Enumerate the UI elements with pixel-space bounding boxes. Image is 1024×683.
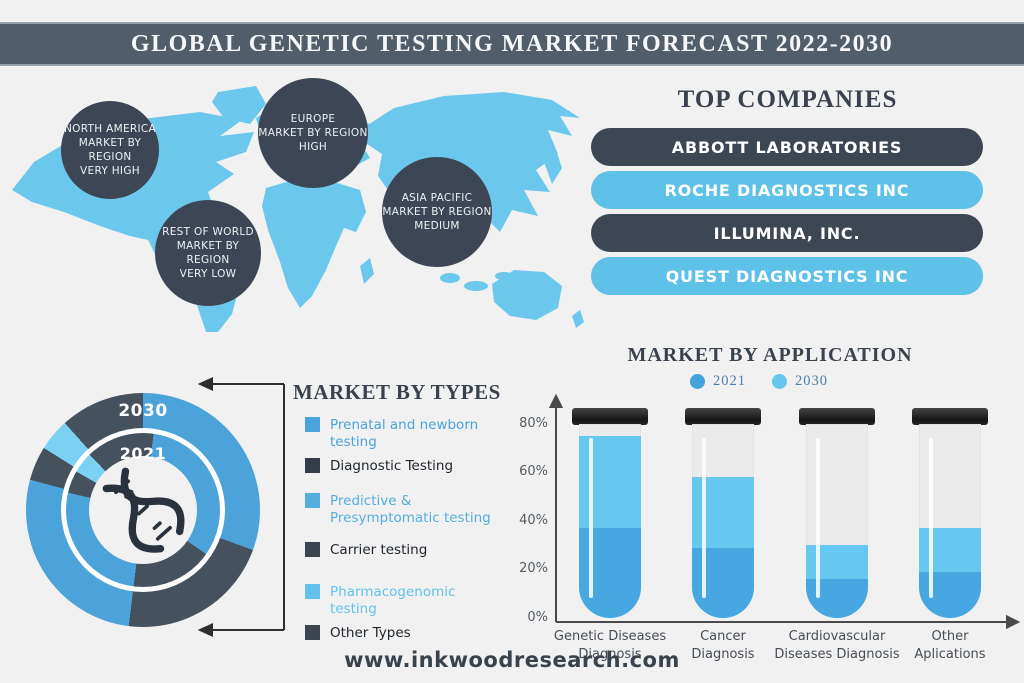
title-banner: GLOBAL GENETIC TESTING MARKET FORECAST 2… bbox=[0, 22, 1024, 66]
category-line: Aplications bbox=[914, 646, 986, 662]
tube-cap bbox=[912, 408, 988, 425]
types-legend-item-predictive: Predictive & Presymptomatic testing bbox=[305, 493, 505, 527]
legend-swatch-prenatal bbox=[305, 417, 320, 432]
application-legend-2030: 2030 bbox=[772, 373, 828, 390]
website-link: www.inkwoodresearch.com bbox=[344, 648, 680, 672]
region-callout-asia-pacific: ASIA PACIFIC MARKET BY REGION MEDIUM bbox=[382, 157, 492, 267]
legend-label: Diagnostic Testing bbox=[330, 458, 454, 474]
category-line: Diagnosis bbox=[691, 646, 755, 662]
tube-glass-highlight bbox=[929, 438, 933, 598]
legend-label: Predictive & Presymptomatic testing bbox=[330, 493, 491, 526]
types-legend-item-diagnostic: Diagnostic Testing bbox=[305, 458, 505, 475]
region-name: REST OF WORLD bbox=[162, 225, 254, 238]
y-tick-0: 0% bbox=[527, 610, 548, 625]
category-line: Other bbox=[931, 629, 969, 644]
region-scope: MARKET BY REGION bbox=[78, 136, 142, 163]
legend-swatch-other bbox=[305, 625, 320, 640]
legend-swatch-carrier bbox=[305, 542, 320, 557]
donut-bracket-arrows bbox=[198, 376, 285, 638]
island-java bbox=[464, 281, 488, 291]
legend-swatch-pharmacogenomic bbox=[305, 584, 320, 599]
tube-glass-highlight bbox=[816, 438, 820, 598]
y-tick-20: 20% bbox=[519, 561, 548, 576]
tube-cap bbox=[685, 408, 761, 425]
tube-other bbox=[919, 424, 981, 618]
legend-dot-2021 bbox=[690, 374, 705, 389]
category-line: Cancer bbox=[700, 629, 746, 644]
island-greenland bbox=[212, 86, 266, 124]
island-madagascar bbox=[360, 258, 374, 284]
tube-glass-highlight bbox=[589, 438, 593, 598]
region-scope: MARKET BY REGION bbox=[176, 239, 240, 266]
y-tick-80: 80% bbox=[519, 416, 548, 431]
types-legend-item-prenatal: Prenatal and newborn testing bbox=[305, 417, 505, 451]
y-tick-40: 40% bbox=[519, 513, 548, 528]
company-pill-roche: ROCHE DIAGNOSTICS INC bbox=[591, 171, 983, 209]
company-pill-quest: QUEST DIAGNOSTICS INC bbox=[591, 257, 983, 295]
island-sumatra bbox=[440, 273, 460, 283]
types-legend-item-carrier: Carrier testing bbox=[305, 542, 505, 559]
legend-label: Pharmacogenomic testing bbox=[330, 584, 456, 617]
tube-cap bbox=[799, 408, 875, 425]
category-line: Diseases Diagnosis bbox=[774, 646, 900, 662]
region-callout-north-america: NORTH AMERICA MARKET BY REGION VERY HIGH bbox=[61, 101, 159, 199]
category-label-genetic-diseases: Genetic Diseases Diagnosis bbox=[535, 628, 685, 663]
region-level: HIGH bbox=[298, 141, 328, 154]
category-line: Cardiovascular bbox=[788, 629, 886, 644]
dna-icon bbox=[102, 467, 185, 553]
island-new-zealand bbox=[572, 310, 584, 328]
application-legend: 2021 2030 bbox=[690, 373, 828, 390]
region-level: VERY LOW bbox=[179, 268, 237, 281]
category-line: Genetic Diseases bbox=[553, 629, 667, 644]
region-name: EUROPE bbox=[290, 112, 336, 125]
types-legend-item-other: Other Types bbox=[305, 625, 505, 642]
donut-center bbox=[89, 456, 197, 564]
category-label-other: Other Aplications bbox=[875, 628, 1024, 663]
region-callout-europe: EUROPE MARKET BY REGION HIGH bbox=[258, 78, 368, 188]
region-callout-rest-of-world: REST OF WORLD MARKET BY REGION VERY LOW bbox=[155, 200, 261, 306]
page-title: GLOBAL GENETIC TESTING MARKET FORECAST 2… bbox=[130, 30, 894, 57]
region-scope: MARKET BY REGION bbox=[382, 205, 492, 218]
market-by-application-title: MARKET BY APPLICATION bbox=[627, 344, 913, 366]
application-chart-axes bbox=[548, 394, 1020, 630]
market-by-types-title: MARKET BY TYPES bbox=[293, 380, 501, 404]
region-level: MEDIUM bbox=[414, 220, 460, 233]
types-legend-item-pharmacogenomic: Pharmacogenomic testing bbox=[305, 584, 505, 618]
company-pill-abbott: ABBOTT LABORATORIES bbox=[591, 128, 983, 166]
region-name: ASIA PACIFIC bbox=[401, 191, 473, 204]
continent-africa bbox=[262, 178, 366, 308]
region-name: NORTH AMERICA bbox=[64, 122, 156, 135]
y-tick-60: 60% bbox=[519, 464, 548, 479]
region-level: VERY HIGH bbox=[80, 165, 140, 178]
legend-label: 2021 bbox=[713, 373, 746, 389]
category-line: Diagnosis bbox=[578, 646, 642, 662]
continent-australia bbox=[492, 270, 562, 320]
tube-genetic-diseases bbox=[579, 424, 641, 618]
region-scope: MARKET BY REGION bbox=[258, 126, 368, 139]
legend-label: Prenatal and newborn testing bbox=[330, 417, 479, 450]
legend-dot-2030 bbox=[772, 374, 787, 389]
tube-glass-highlight bbox=[702, 438, 706, 598]
island-japan bbox=[544, 150, 562, 184]
legend-swatch-predictive bbox=[305, 493, 320, 508]
donut-label-2021: 2021 bbox=[119, 444, 167, 463]
types-donut-chart: 2030 2021 bbox=[26, 393, 260, 627]
tube-cap bbox=[572, 408, 648, 425]
legend-label: Carrier testing bbox=[330, 542, 428, 558]
category-label-cardiovascular: Cardiovascular Diseases Diagnosis bbox=[762, 628, 912, 663]
tube-cardiovascular bbox=[806, 424, 868, 618]
legend-label: Other Types bbox=[330, 625, 411, 641]
donut-label-2030: 2030 bbox=[118, 401, 168, 421]
legend-swatch-diagnostic bbox=[305, 458, 320, 473]
application-legend-2021: 2021 bbox=[690, 373, 746, 390]
category-label-cancer: Cancer Diagnosis bbox=[648, 628, 798, 663]
company-pill-illumina: ILLUMINA, INC. bbox=[591, 214, 983, 252]
legend-label: 2030 bbox=[795, 373, 828, 389]
top-companies-title: TOP COMPANIES bbox=[677, 86, 898, 113]
tube-cancer bbox=[692, 424, 754, 618]
